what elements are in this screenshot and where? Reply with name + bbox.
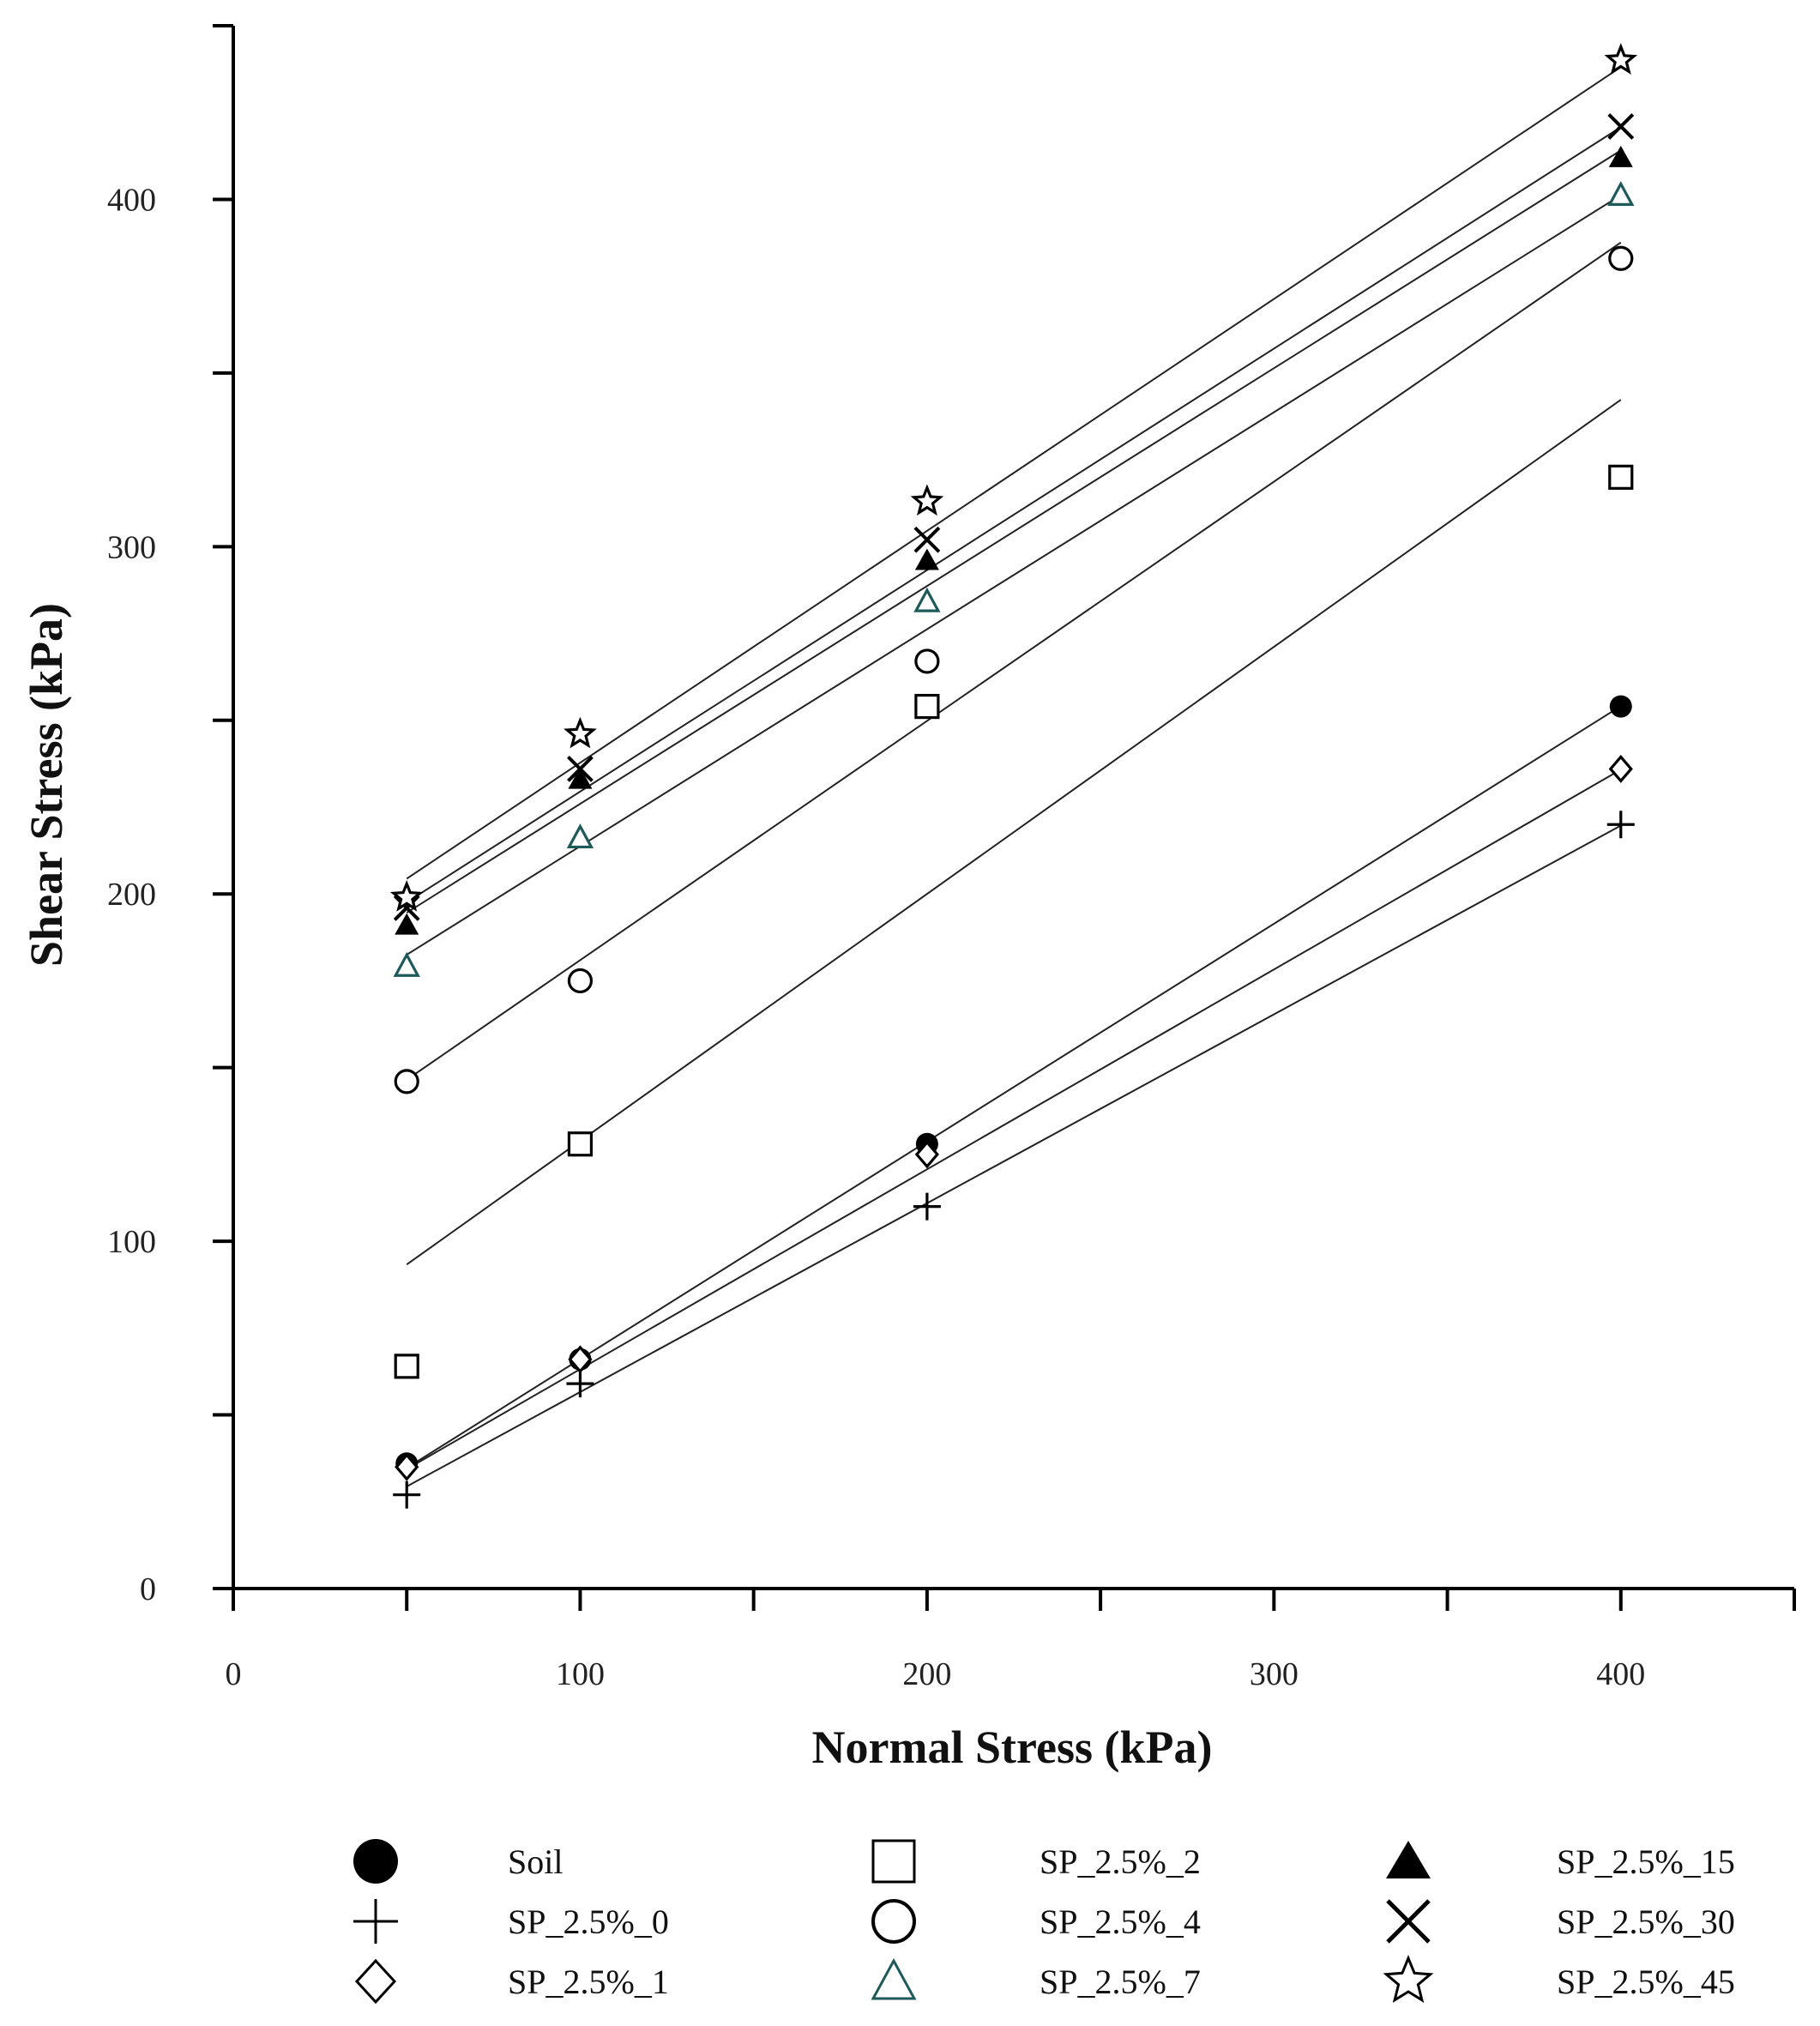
point-sp-2-5-30 — [393, 895, 420, 921]
legend-marker — [871, 1957, 917, 2000]
x-tick-label: 100 — [556, 1656, 605, 1692]
y-tick-label: 400 — [107, 182, 156, 218]
legend-marker — [871, 1899, 916, 1944]
x-tick-label: 400 — [1596, 1656, 1645, 1692]
point-sp-2-5-45 — [1604, 43, 1638, 75]
fit-line-sp-2-5-0 — [406, 824, 1622, 1487]
point-sp-2-5-7 — [566, 823, 594, 849]
point-sp-2-5-30 — [1607, 113, 1635, 140]
point-sp-2-5-1 — [568, 1345, 593, 1374]
legend-marker — [353, 1899, 398, 1944]
legend-label: SP_2.5%_45 — [1557, 1963, 1735, 2001]
point-sp-2-5-45 — [563, 716, 597, 749]
legend-label: SP_2.5%_4 — [1040, 1902, 1201, 1941]
point-sp-2-5-45 — [910, 484, 944, 516]
fit-line-sp-2-5-30 — [406, 126, 1622, 903]
point-sp-2-5-7 — [1607, 181, 1635, 206]
fit-line-sp-2-5-15 — [406, 149, 1622, 914]
point-sp-2-5-0 — [566, 1370, 594, 1398]
axes — [232, 26, 1794, 1590]
y-tick-label: 100 — [107, 1224, 156, 1260]
legend-item-soil: Soil — [353, 1839, 563, 1884]
y-tick-label: 0 — [140, 1571, 156, 1607]
y-axis-title: Shear Stress (kPa) — [21, 603, 72, 967]
point-sp-2-5-0 — [393, 1480, 421, 1509]
legend-marker — [1386, 1899, 1431, 1944]
point-sp-2-5-0 — [913, 1192, 941, 1221]
legend-item-sp-2-5-15: SP_2.5%_15 — [1386, 1841, 1735, 1881]
point-sp-2-5-30 — [913, 526, 941, 553]
legend-label: SP_2.5%_7 — [1040, 1963, 1201, 2001]
fit-line-sp-2-5-1 — [406, 769, 1622, 1470]
point-sp-2-5-15 — [1608, 145, 1633, 167]
y-tick-label: 300 — [107, 529, 156, 565]
point-sp-2-5-1 — [395, 1452, 419, 1481]
x-tick-label: 0 — [226, 1656, 242, 1692]
legend-item-sp-2-5-0: SP_2.5%_0 — [353, 1899, 669, 1944]
point-sp-2-5-2 — [567, 1131, 594, 1157]
legend-label: SP_2.5%_2 — [1040, 1842, 1201, 1881]
legend-marker — [353, 1839, 398, 1884]
fit-line-sp-2-5-2 — [406, 399, 1622, 1266]
fit-line-soil — [406, 705, 1622, 1469]
point-sp-2-5-4 — [394, 1069, 419, 1094]
x-axis-title: Normal Stress (kPa) — [812, 1721, 1213, 1773]
legend-item-sp-2-5-4: SP_2.5%_4 — [871, 1899, 1201, 1944]
point-sp-2-5-0 — [1606, 811, 1635, 839]
point-sp-2-5-4 — [567, 968, 594, 994]
point-sp-2-5-4 — [914, 648, 940, 674]
point-sp-2-5-30 — [567, 756, 594, 782]
point-sp-2-5-45 — [389, 879, 424, 912]
legend-marker — [354, 1958, 397, 2005]
fit-lines — [406, 66, 1622, 1487]
point-sp-2-5-4 — [1608, 245, 1634, 271]
fit-line-sp-2-5-4 — [406, 241, 1622, 1081]
point-sp-2-5-1 — [914, 1140, 939, 1169]
legend-item-sp-2-5-45: SP_2.5%_45 — [1383, 1955, 1735, 2004]
point-sp-2-5-2 — [1608, 464, 1634, 490]
point-soil — [1609, 695, 1632, 718]
legend-marker — [871, 1839, 916, 1884]
legend: Soil SP_2.5%_0 SP_2.5%_1 SP_2.5%_2 SP_2.5%_4… — [353, 1839, 1735, 2005]
data-markers — [389, 43, 1638, 1509]
fit-line-sp-2-5-45 — [406, 66, 1622, 880]
point-sp-2-5-15 — [568, 767, 593, 789]
legend-label: SP_2.5%_1 — [508, 1963, 669, 2001]
point-sp-2-5-2 — [394, 1354, 419, 1379]
point-sp-2-5-15 — [914, 548, 939, 570]
x-tick-label: 200 — [902, 1656, 951, 1692]
legend-label: SP_2.5%_0 — [508, 1902, 669, 1941]
legend-item-sp-2-5-1: SP_2.5%_1 — [354, 1958, 669, 2005]
point-sp-2-5-7 — [913, 587, 941, 612]
legend-label: SP_2.5%_15 — [1557, 1842, 1735, 1881]
axis-ticks — [213, 24, 1796, 1611]
legend-label: Soil — [508, 1842, 563, 1881]
legend-label: SP_2.5%_30 — [1557, 1902, 1735, 1941]
legend-item-sp-2-5-30: SP_2.5%_30 — [1386, 1899, 1735, 1944]
x-tick-label: 300 — [1250, 1656, 1299, 1692]
tick-labels: 0 100 200 300 400 0 100 200 300 400 — [107, 182, 1645, 1692]
legend-marker — [1383, 1955, 1434, 2004]
y-tick-label: 200 — [107, 877, 156, 913]
point-sp-2-5-1 — [1608, 755, 1633, 783]
point-sp-2-5-2 — [914, 693, 940, 720]
point-sp-2-5-15 — [395, 913, 419, 935]
point-sp-2-5-7 — [393, 951, 420, 977]
legend-item-sp-2-5-2: SP_2.5%_2 — [871, 1839, 1201, 1884]
fit-line-sp-2-5-7 — [406, 194, 1622, 956]
legend-marker — [1386, 1841, 1431, 1878]
legend-item-sp-2-5-7: SP_2.5%_7 — [871, 1957, 1201, 2001]
